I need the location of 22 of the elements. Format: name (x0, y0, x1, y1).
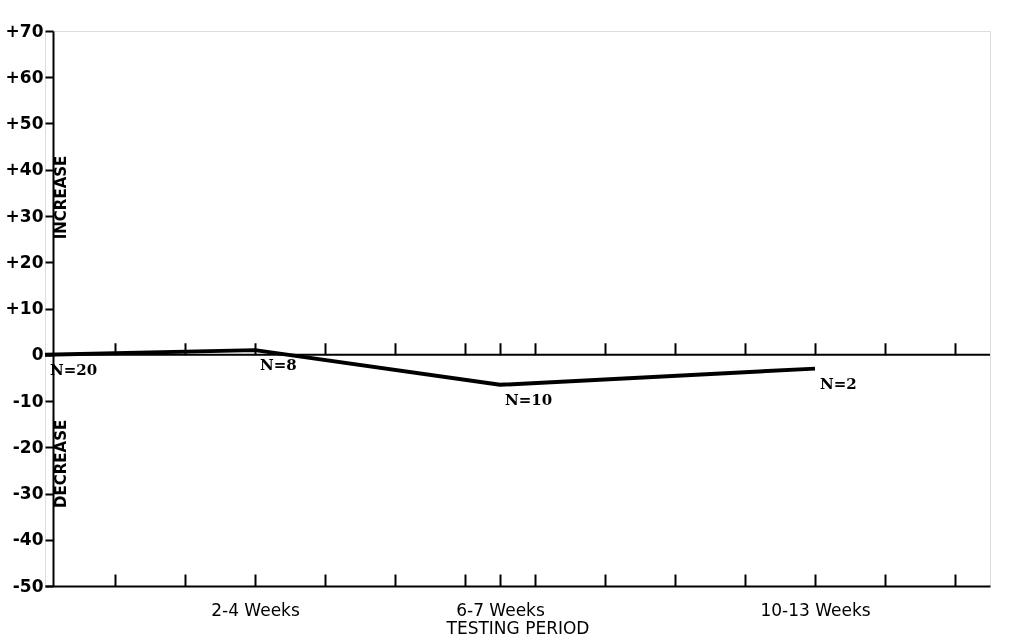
y-tick-label: -50 (12, 575, 44, 596)
y-tick-label: +40 (5, 159, 44, 180)
y-tick-label: -30 (12, 483, 44, 503)
y-tick-label: +70 (5, 20, 44, 41)
y-tick-label: -10 (12, 390, 44, 411)
annotation: N=2 (820, 374, 857, 393)
y-tick-label: -20 (12, 436, 44, 457)
x-tick-label: 2-4 Weeks (211, 599, 300, 620)
annotation: INCREASE (52, 155, 70, 240)
annotation: DECREASE (52, 419, 70, 508)
y-tick-label: +20 (5, 251, 44, 272)
x-tick-label: 6-7 Weeks (456, 599, 545, 620)
x-tick-label: 10-13 Weeks (760, 599, 871, 620)
y-tick-label: +30 (5, 205, 44, 226)
annotation: N=10 (505, 390, 553, 409)
annotation: N=8 (260, 356, 297, 375)
y-tick-label: +10 (5, 298, 44, 318)
y-tick-label: -40 (12, 529, 44, 550)
y-tick-label: +50 (5, 113, 44, 133)
y-tick-label: 0 (31, 344, 44, 365)
x-axis-title: TESTING PERIOD (445, 617, 590, 638)
y-tick-label: +60 (5, 66, 44, 87)
